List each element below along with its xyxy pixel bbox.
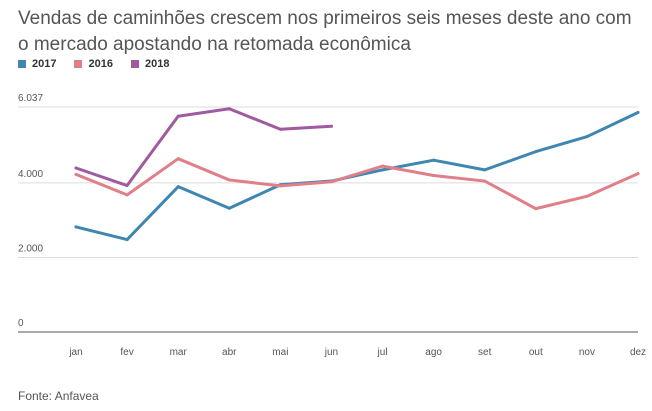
data-point-2017-mar xyxy=(176,185,180,189)
x-tick-label-set: set xyxy=(478,347,492,358)
legend-swatch-2018 xyxy=(130,60,139,68)
data-point-2017-set xyxy=(483,168,487,172)
data-point-2016-abr xyxy=(227,178,231,182)
legend-item-2016: 2016 xyxy=(74,58,113,70)
x-tick-label-dez: dez xyxy=(630,347,646,358)
x-tick-label-ago: ago xyxy=(425,347,442,358)
data-point-2018-abr xyxy=(227,107,231,111)
data-point-2017-ago xyxy=(432,158,436,162)
legend: 2017 2016 2018 xyxy=(18,58,169,70)
data-point-2016-set xyxy=(483,179,487,183)
legend-item-2018: 2018 xyxy=(130,58,170,70)
x-tick-label-mar: mar xyxy=(170,347,188,358)
data-point-2017-fev xyxy=(125,238,129,242)
data-point-2016-jan xyxy=(74,172,78,176)
series-line-2016 xyxy=(74,157,640,211)
legend-label-2018: 2018 xyxy=(144,58,170,70)
data-point-2016-fev xyxy=(125,193,129,197)
legend-swatch-2017 xyxy=(18,60,26,68)
data-point-2018-jun xyxy=(329,124,333,128)
data-point-2017-jul xyxy=(381,168,385,172)
legend-item-2017: 2017 xyxy=(18,58,56,70)
x-tick-label-jan: jan xyxy=(68,347,82,358)
x-tick-label-mai: mai xyxy=(272,347,288,358)
series-line-2017 xyxy=(74,110,640,242)
data-point-2017-abr xyxy=(227,206,231,210)
x-tick-label-jun: jun xyxy=(324,347,338,358)
data-point-2017-nov xyxy=(585,135,589,139)
x-tick-label-jul: jul xyxy=(377,347,388,358)
data-point-2016-jul xyxy=(381,164,385,168)
data-point-2016-out xyxy=(534,207,538,211)
y-tick-label: 6.037 xyxy=(18,93,43,104)
data-point-2016-mai xyxy=(278,184,282,188)
data-point-2017-jan xyxy=(74,225,78,229)
x-tick-label-abr: abr xyxy=(222,347,237,358)
data-point-2016-mar xyxy=(176,157,180,161)
y-tick-label: 2.000 xyxy=(18,243,43,254)
data-point-2018-fev xyxy=(125,184,129,188)
x-tick-label-out: out xyxy=(529,347,543,358)
x-tick-label-fev: fev xyxy=(120,347,133,358)
data-point-2016-ago xyxy=(432,173,436,177)
data-point-2018-mai xyxy=(278,127,282,131)
data-point-2017-dez xyxy=(636,110,640,114)
y-tick-label: 4.000 xyxy=(18,169,43,180)
data-point-2017-out xyxy=(534,150,538,154)
data-point-2016-dez xyxy=(636,172,640,176)
legend-label-2017: 2017 xyxy=(32,58,57,70)
y-tick-label: 0 xyxy=(18,318,24,329)
series-line-2018 xyxy=(74,107,333,188)
data-point-2016-jun xyxy=(329,180,333,184)
data-point-2016-nov xyxy=(585,194,589,198)
data-point-2018-jan xyxy=(74,166,78,170)
legend-label-2016: 2016 xyxy=(88,58,113,70)
data-point-2018-mar xyxy=(176,114,180,118)
source-note: Fonte: Anfavea xyxy=(18,389,99,403)
x-tick-label-nov: nov xyxy=(579,347,595,358)
chart-title: Vendas de caminhões crescem nos primeiro… xyxy=(18,8,632,55)
legend-swatch-2016 xyxy=(74,60,83,68)
